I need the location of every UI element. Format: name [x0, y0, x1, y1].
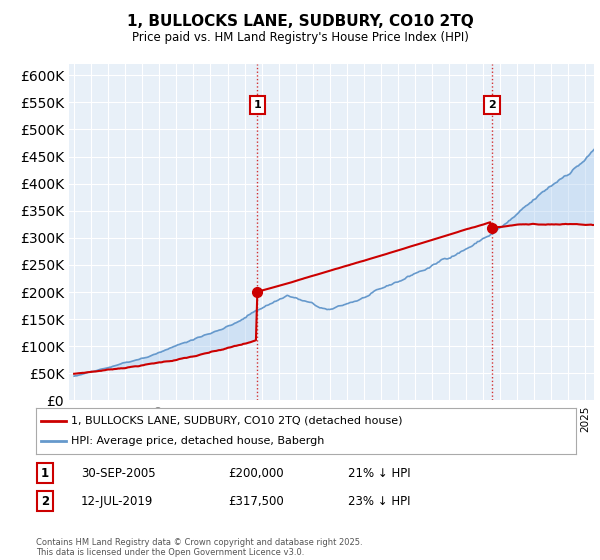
Text: 2: 2 — [488, 100, 496, 110]
Text: £317,500: £317,500 — [228, 494, 284, 508]
Text: 21% ↓ HPI: 21% ↓ HPI — [348, 466, 410, 480]
Text: 1, BULLOCKS LANE, SUDBURY, CO10 2TQ: 1, BULLOCKS LANE, SUDBURY, CO10 2TQ — [127, 14, 473, 29]
Text: £200,000: £200,000 — [228, 466, 284, 480]
Text: 12-JUL-2019: 12-JUL-2019 — [81, 494, 154, 508]
Text: 1, BULLOCKS LANE, SUDBURY, CO10 2TQ (detached house): 1, BULLOCKS LANE, SUDBURY, CO10 2TQ (det… — [71, 416, 403, 426]
Text: Contains HM Land Registry data © Crown copyright and database right 2025.
This d: Contains HM Land Registry data © Crown c… — [36, 538, 362, 557]
Text: 1: 1 — [41, 466, 49, 480]
Text: 1: 1 — [253, 100, 261, 110]
Text: 30-SEP-2005: 30-SEP-2005 — [81, 466, 155, 480]
Text: 2: 2 — [41, 494, 49, 508]
Text: HPI: Average price, detached house, Babergh: HPI: Average price, detached house, Babe… — [71, 436, 325, 446]
Text: 23% ↓ HPI: 23% ↓ HPI — [348, 494, 410, 508]
Text: Price paid vs. HM Land Registry's House Price Index (HPI): Price paid vs. HM Land Registry's House … — [131, 31, 469, 44]
